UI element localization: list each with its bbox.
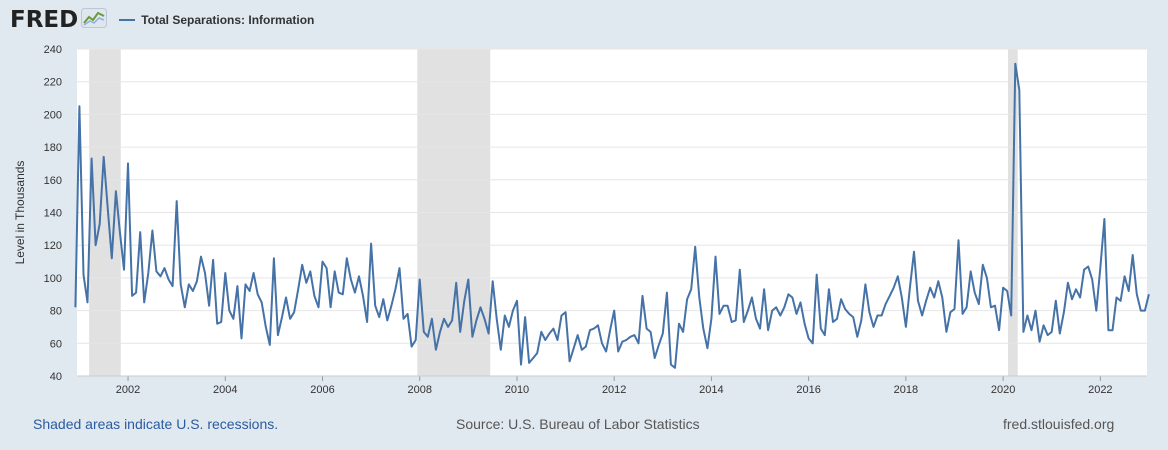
y-tick-label: 60 xyxy=(50,338,62,350)
y-tick-label: 160 xyxy=(44,175,62,187)
chart-legend: Total Separations: Information xyxy=(119,13,314,27)
x-tick-label: 2014 xyxy=(699,384,723,396)
site-link[interactable]: fred.stlouisfed.org xyxy=(1003,416,1115,432)
series-line xyxy=(74,62,1150,369)
x-tick-label: 2010 xyxy=(505,384,529,396)
x-tick-label: 2012 xyxy=(602,384,626,396)
y-tick-label: 140 xyxy=(44,208,62,220)
y-tick-label: 120 xyxy=(44,240,62,252)
y-tick-label: 180 xyxy=(44,142,62,154)
x-tick-label: 2008 xyxy=(407,384,431,396)
y-tick-label: 240 xyxy=(44,44,62,56)
x-tick-label: 2022 xyxy=(1088,384,1112,396)
y-tick-label: 220 xyxy=(44,77,62,89)
y-tick-label: 100 xyxy=(44,273,62,285)
legend-swatch xyxy=(119,19,136,21)
y-tick-label: 200 xyxy=(44,109,62,121)
line-graph-icon xyxy=(81,7,108,33)
x-tick-label: 2016 xyxy=(796,384,820,396)
source-credit: Source: U.S. Bureau of Labor Statistics xyxy=(456,416,700,432)
line-chart: 40 60 80 100 120 140 160 180 200 220 240 2002 2004 20… xyxy=(13,44,1150,396)
x-tick-label: 2020 xyxy=(991,384,1015,396)
chart-header: FRED Total Separations: Information xyxy=(10,6,314,34)
y-tick-label: 40 xyxy=(50,371,62,383)
x-tick-label: 2002 xyxy=(116,384,140,396)
x-tick-label: 2006 xyxy=(310,384,334,396)
logo-text: FRED xyxy=(10,7,79,33)
x-tick-label: 2018 xyxy=(894,384,918,396)
legend-label: Total Separations: Information xyxy=(141,13,315,27)
recession-note[interactable]: Shaded areas indicate U.S. recessions. xyxy=(33,416,279,432)
fred-logo[interactable]: FRED xyxy=(10,7,108,33)
y-tick-label: 80 xyxy=(50,306,62,318)
x-tick-label: 2004 xyxy=(213,384,237,396)
y-axis-label: Level in Thousands xyxy=(13,161,27,265)
